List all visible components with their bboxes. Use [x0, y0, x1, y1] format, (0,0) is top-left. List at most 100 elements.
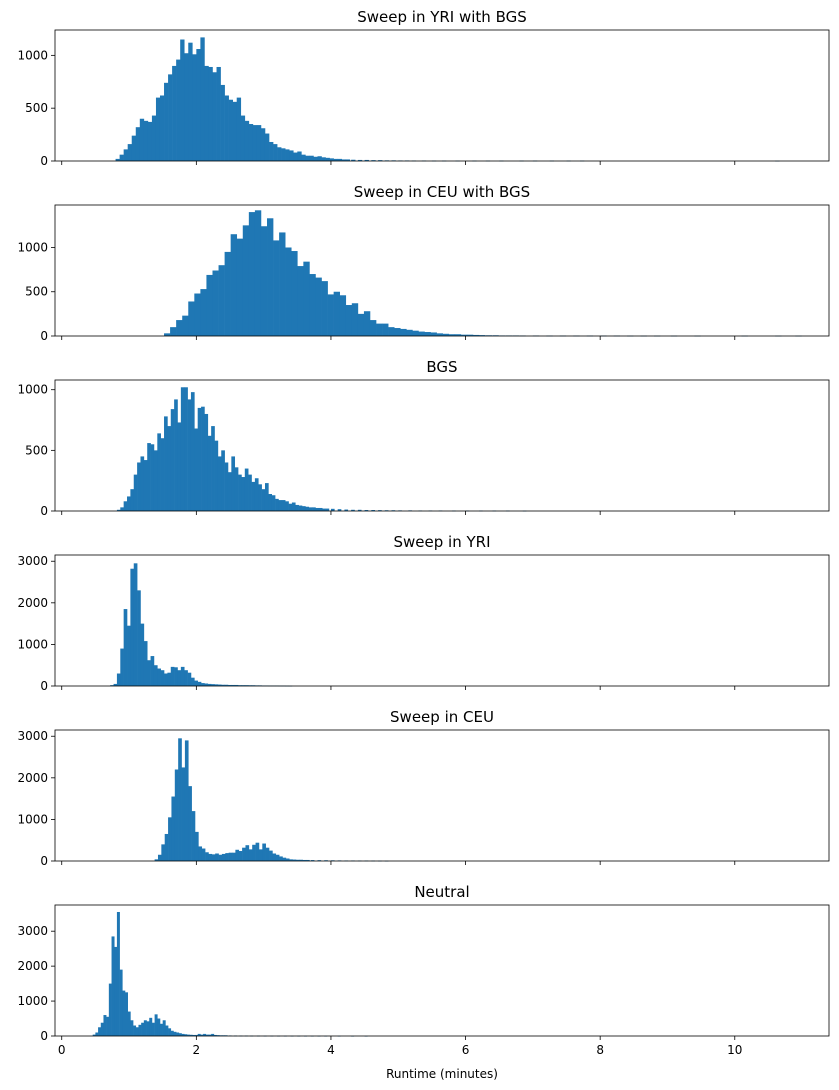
histogram-bar — [174, 399, 178, 511]
histogram-bar — [378, 510, 382, 511]
histogram-bar — [344, 509, 349, 511]
y-tick-label: 1000 — [17, 637, 48, 651]
histogram-bar — [176, 320, 183, 336]
histogram-bar — [363, 311, 371, 336]
histogram-bar — [278, 500, 283, 511]
axes-frame — [54, 729, 830, 862]
histogram-bar — [130, 1020, 134, 1036]
histogram-bar — [95, 1032, 99, 1036]
y-tick-label: 2000 — [17, 959, 48, 973]
y-tick-label: 1000 — [17, 994, 48, 1008]
histogram-bar — [208, 66, 213, 161]
histogram-bar — [173, 1031, 177, 1036]
histogram-bar — [184, 53, 189, 161]
histogram-bar — [299, 859, 303, 861]
histogram-bar — [159, 1023, 163, 1036]
histogram-bar — [192, 54, 197, 161]
histogram-bar — [260, 128, 266, 161]
histogram-bar — [234, 684, 239, 686]
histogram-bar — [242, 225, 250, 336]
subplot-5: Sweep in CEU 0 1000 2000 3000 — [17, 708, 830, 868]
x-tick-label: 6 — [462, 1043, 470, 1057]
histogram-bar — [364, 159, 369, 161]
histogram-bar — [378, 160, 383, 161]
x-axis-label: Runtime (minutes) — [386, 1067, 498, 1081]
histogram-bar — [281, 500, 286, 511]
histogram-bar — [301, 154, 306, 161]
histogram-bar — [139, 118, 145, 161]
histogram-bar — [448, 334, 456, 336]
histogram-bar — [168, 1028, 172, 1036]
histogram-bar — [190, 677, 195, 686]
histogram-bar — [174, 667, 178, 686]
histogram-bar — [178, 738, 182, 861]
y-tick-label: 0 — [40, 679, 48, 693]
histogram-bar — [333, 291, 340, 336]
histogram-bar — [218, 265, 225, 336]
histogram-bar — [150, 656, 155, 686]
histogram-bar — [479, 335, 486, 336]
histogram-bar — [225, 853, 229, 861]
histogram-bar — [238, 474, 242, 511]
histogram-bar — [192, 1034, 196, 1036]
x-tick-label: 10 — [727, 1043, 742, 1057]
histogram-bar — [289, 150, 294, 161]
histogram-bar — [177, 422, 182, 511]
histogram-bar — [188, 42, 193, 161]
histogram-bar — [291, 502, 296, 511]
histogram-bar — [137, 590, 141, 686]
histogram-bar — [382, 323, 389, 336]
histogram-bar — [174, 769, 179, 861]
histogram-bar — [248, 124, 254, 161]
histogram-bar — [273, 144, 278, 161]
histogram-bar — [312, 507, 316, 511]
histogram-bar — [248, 212, 256, 336]
histogram-bar — [460, 334, 468, 336]
histogram-bar — [224, 684, 229, 686]
histogram-bar — [273, 240, 280, 336]
histogram-bar — [197, 407, 202, 511]
y-tick-label: 3000 — [17, 729, 48, 743]
histogram-bar — [186, 1034, 190, 1036]
subplot-title: Sweep in YRI with BGS — [357, 8, 527, 26]
histogram-bar — [288, 503, 293, 511]
histogram-bar — [221, 450, 225, 511]
histogram-bar — [167, 426, 172, 511]
histogram-bar — [357, 313, 365, 336]
histogram-bar — [325, 157, 330, 161]
histogram-bar — [157, 433, 161, 511]
histogram-bar — [184, 1034, 188, 1036]
histogram-bar — [205, 1034, 209, 1036]
histogram-bar — [150, 444, 155, 511]
histogram-bar — [325, 508, 330, 511]
histogram-bar — [305, 155, 310, 161]
histogram-bar — [171, 796, 176, 861]
histogram-bar — [215, 853, 219, 861]
histogram-bar — [329, 158, 334, 161]
histogram-bar — [127, 496, 131, 511]
histogram-bar — [351, 159, 356, 161]
histogram-bar — [264, 483, 269, 511]
histogram-bar — [103, 1015, 107, 1036]
histogram-bar — [236, 238, 244, 336]
histogram-bar — [138, 1024, 142, 1036]
histogram-bar — [143, 1020, 147, 1036]
histogram-bar — [267, 218, 274, 336]
histogram-bar — [269, 850, 273, 861]
histogram-bars — [115, 37, 780, 162]
histogram-bar — [143, 460, 148, 511]
histogram-bar — [198, 846, 203, 861]
histogram-bar — [168, 817, 172, 861]
histogram-bar — [230, 234, 238, 336]
histogram-bar — [289, 859, 293, 861]
histogram-bar — [306, 859, 310, 861]
histogram-bar — [218, 854, 223, 861]
histogram-bar — [127, 625, 131, 686]
axes-frame — [54, 204, 830, 337]
histogram-bar — [351, 303, 359, 336]
y-tick-label: 2000 — [17, 596, 48, 610]
histogram-bar — [298, 505, 303, 511]
histogram-bar — [285, 247, 292, 336]
histogram-bar — [261, 489, 266, 511]
subplot-title: Sweep in YRI — [394, 533, 491, 551]
